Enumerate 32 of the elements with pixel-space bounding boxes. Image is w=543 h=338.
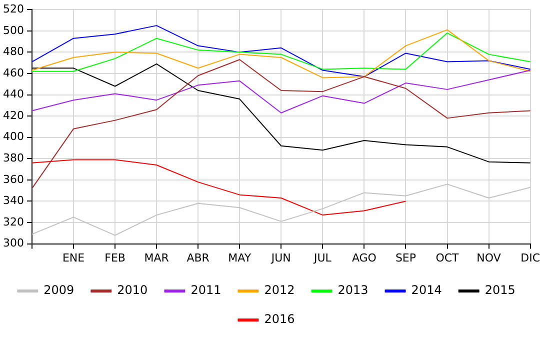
legend-label: 2012 — [264, 283, 295, 298]
legend-label: 2013 — [338, 283, 368, 298]
x-tick-label: MAY — [228, 251, 252, 264]
x-tick-label: DIC — [520, 251, 540, 264]
y-tick-label: 440 — [2, 88, 24, 101]
x-tick-label: ENE — [62, 251, 85, 264]
x-tick-label: JUL — [312, 251, 332, 264]
x-tick-label: OCT — [436, 251, 460, 264]
x-tick-label: SEP — [395, 251, 416, 264]
legend-label: 2015 — [484, 283, 516, 298]
x-tick-label: MAR — [144, 251, 170, 264]
x-tick-label: NOV — [476, 251, 502, 264]
y-tick-label: 320 — [2, 215, 24, 228]
y-tick-label: 460 — [2, 66, 24, 80]
legend-label: 2016 — [264, 312, 295, 326]
legend-label: 2009 — [44, 283, 74, 298]
x-tick-label: ABR — [186, 251, 210, 264]
y-tick-label: 420 — [2, 108, 24, 122]
legend-label: 2010 — [117, 283, 148, 298]
y-tick-label: 360 — [2, 172, 24, 186]
x-tick-label: JUN — [270, 251, 291, 264]
x-tick-label: FEB — [104, 251, 126, 264]
legend-label: 2011 — [190, 283, 222, 298]
y-tick-label: 500 — [2, 24, 24, 37]
y-tick-label: 520 — [2, 2, 24, 16]
y-tick-label: 300 — [2, 236, 24, 250]
legend-label: 2014 — [411, 283, 442, 298]
y-tick-label: 480 — [2, 45, 24, 58]
y-tick-label: 400 — [2, 130, 24, 144]
y-tick-label: 380 — [2, 151, 24, 164]
x-tick-label: AGO — [352, 251, 377, 264]
y-tick-label: 340 — [2, 194, 24, 208]
